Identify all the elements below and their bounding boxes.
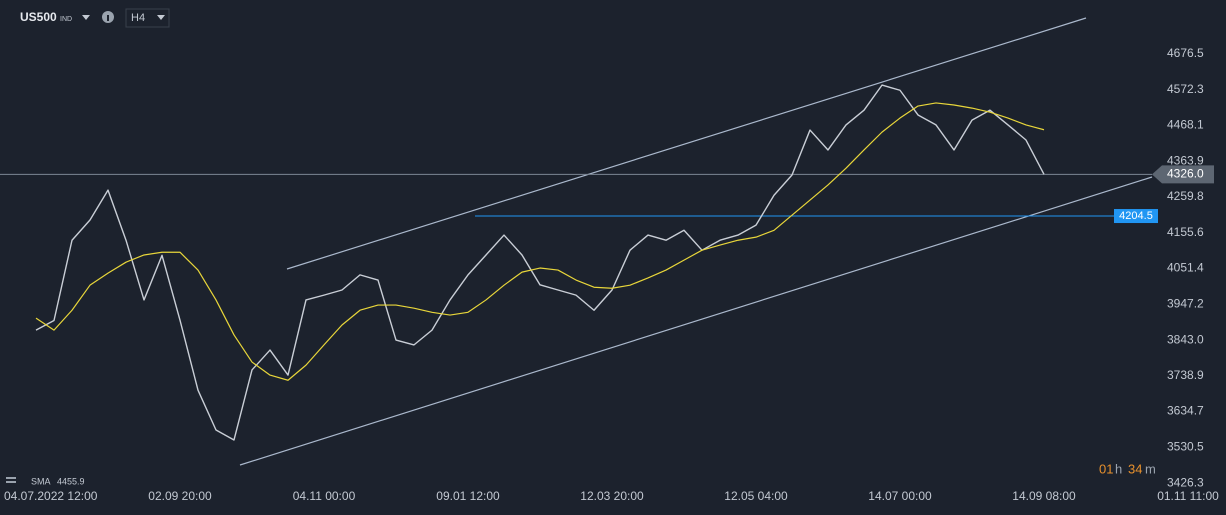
- x-tick-label: 12.05 04:00: [724, 489, 788, 503]
- symbol[interactable]: US500: [20, 10, 57, 24]
- channel: [239, 17, 1153, 466]
- current-price-label: 4326.0: [1167, 167, 1204, 181]
- countdown-minutes: 34: [1128, 461, 1142, 476]
- legend-value: 4455.9: [57, 476, 85, 486]
- channel-upper: [286, 17, 1087, 270]
- y-tick-label: 4572.3: [1167, 82, 1204, 96]
- toolbar: US500 IND H4: [20, 8, 170, 28]
- market: IND: [60, 16, 72, 23]
- y-tick-label: 4259.8: [1167, 189, 1204, 203]
- x-tick-label: 01.11 11:00: [1157, 489, 1219, 503]
- level-tag: [1114, 209, 1158, 224]
- level-label: 4204.5: [1119, 210, 1153, 222]
- y-tick-label: 3426.3: [1167, 475, 1204, 489]
- x-tick-label: 09.01 12:00: [436, 489, 500, 503]
- timeframe-dropdown[interactable]: [157, 15, 165, 20]
- y-tick-label: 3738.9: [1167, 368, 1204, 382]
- x-tick-label: 14.07 00:00: [868, 489, 932, 503]
- channel-lower: [239, 176, 1153, 466]
- y-tick-label: 3634.7: [1167, 404, 1204, 418]
- current-price-tag: [1152, 165, 1214, 184]
- legend-name: SMA: [31, 476, 51, 486]
- y-tick-label: 4363.9: [1167, 154, 1204, 168]
- countdown-m: m: [1145, 461, 1156, 476]
- legend-icon: [6, 481, 16, 483]
- x-tick-label: 04.11 00:00: [293, 489, 356, 503]
- countdown-h: h: [1115, 461, 1122, 476]
- sma-legend: SMA 4455.9: [6, 476, 85, 486]
- y-tick-label: 4051.4: [1167, 261, 1204, 275]
- x-tick-label: 04.07.2022 12:00: [4, 489, 98, 503]
- countdown-hours: 01: [1099, 461, 1113, 476]
- y-tick-label: 3843.0: [1167, 332, 1204, 346]
- timeframe: H4: [131, 12, 145, 24]
- legend-icon: [6, 477, 16, 479]
- x-tick-label: 02.09 20:00: [148, 489, 212, 503]
- x-tick-label: 12.03 20:00: [580, 489, 644, 503]
- x-tick-label: 14.09 08:00: [1012, 489, 1076, 503]
- y-tick-label: 3947.2: [1167, 297, 1204, 311]
- y-tick-label: 3530.5: [1167, 440, 1204, 454]
- y-tick-label: 4155.6: [1167, 225, 1204, 239]
- y-tick-label: 4468.1: [1167, 118, 1204, 132]
- info-glyph: [107, 15, 109, 21]
- y-tick-label: 4676.5: [1167, 46, 1204, 60]
- timeframe-box[interactable]: [125, 8, 170, 28]
- price-line: [35, 84, 1045, 441]
- sma-line: [35, 102, 1045, 381]
- symbol-dropdown[interactable]: [82, 15, 90, 20]
- countdown: 01 h 34 m: [1099, 461, 1156, 476]
